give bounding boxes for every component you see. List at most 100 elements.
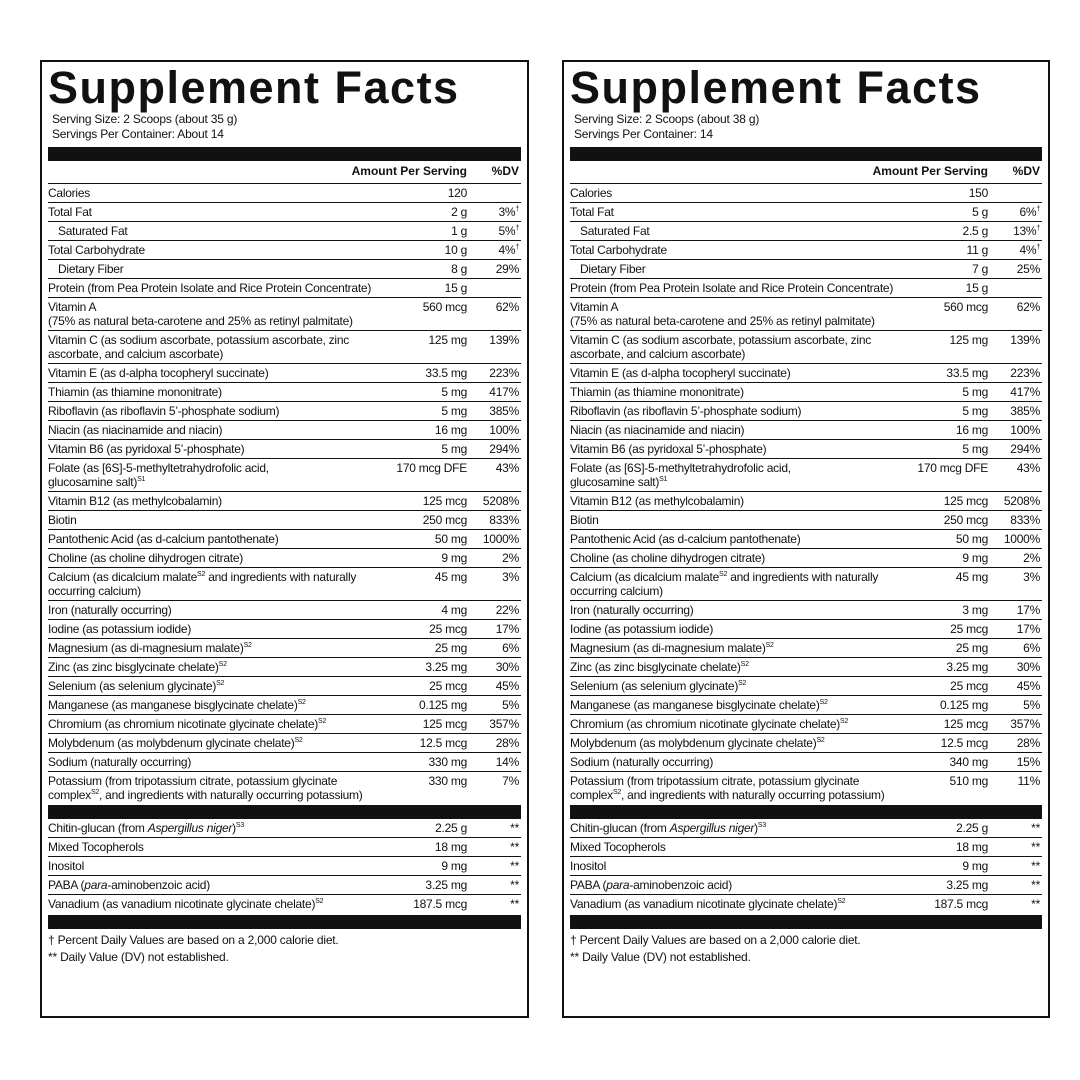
name-text: Biotin <box>48 513 77 527</box>
amount-text: 3.25 mg <box>946 878 988 892</box>
dv-text: 2% <box>502 551 519 565</box>
name-text: Calories <box>570 186 613 200</box>
nutrient-name: Chitin-glucan (from Aspergillus niger)S3 <box>570 821 900 835</box>
nutrient-row: Mixed Tocopherols 18 mg ** <box>570 838 1042 857</box>
name-text: Thiamin (as thiamine mononitrate) <box>48 385 222 399</box>
name-text: Chitin-glucan (from <box>570 821 670 835</box>
name-text: Sodium (naturally occurring) <box>570 755 714 769</box>
nutrient-name: Manganese (as manganese bisglycinate che… <box>48 698 379 712</box>
nutrient-name: Thiamin (as thiamine mononitrate) <box>48 385 379 399</box>
dv-text: 417% <box>489 385 519 399</box>
amount-text: 45 mg <box>955 570 988 584</box>
amount: 560 mcg <box>379 300 468 328</box>
nutrient-row: Dietary Fiber 7 g 25% <box>570 260 1042 279</box>
nutrient-name: Vitamin B12 (as methylcobalamin) <box>48 494 379 508</box>
amount: 9 mg <box>900 551 988 565</box>
nutrient-name: Iron (naturally occurring) <box>48 603 379 617</box>
nutrient-row: Total Fat 2 g 3%† <box>48 203 521 222</box>
amount-text: 5 mg <box>441 442 467 456</box>
dv-header: %DV <box>1012 164 1040 178</box>
name-text: Protein (from Pea Protein Isolate and Ri… <box>570 281 894 295</box>
dv-footnote-mark: † <box>1036 206 1040 213</box>
amount-text: 330 mg <box>428 755 467 769</box>
amount-text: 510 mg <box>949 774 988 788</box>
nutrient-name: Vitamin C (as sodium ascorbate, potassiu… <box>570 333 900 361</box>
amount-text: 5 mg <box>441 404 467 418</box>
nutrient-row: Inositol 9 mg ** <box>570 857 1042 876</box>
amount-text: 16 mg <box>955 423 988 437</box>
amount: 2.5 g <box>900 224 989 238</box>
dv-text: 62% <box>495 300 520 314</box>
daily-value: 5208% <box>467 494 521 508</box>
dv-text: 223% <box>1010 366 1040 380</box>
amount: 330 mg <box>379 755 467 769</box>
dv-footnote-mark: † <box>515 206 519 213</box>
nutrient-row: Calories 150 <box>570 184 1042 203</box>
dv-text: 17% <box>1016 603 1041 617</box>
name-text: Molybdenum (as molybdenum glycinate chel… <box>570 736 817 750</box>
name-text: Manganese (as manganese bisglycinate che… <box>48 698 298 712</box>
panel: Supplement Facts Serving Size: 2 Scoops (… <box>40 60 529 1018</box>
amount: 125 mcg <box>900 494 989 508</box>
nutrient-name: PABA (para-aminobenzoic acid) <box>570 878 900 892</box>
dv-text: 5% <box>502 698 519 712</box>
dv-text: 3% <box>502 570 519 584</box>
daily-value: 17% <box>467 622 521 636</box>
name-text: -aminobenzoic acid) <box>629 878 732 892</box>
superscript: S2 <box>816 737 825 744</box>
name-text: Total Carbohydrate <box>48 243 145 257</box>
nutrient-row: Vitamin B6 (as pyridoxal 5’-phosphate) 5 … <box>570 440 1042 459</box>
name-text: Zinc (as zinc bisglycinate chelate) <box>570 660 741 674</box>
daily-value: 30% <box>467 660 521 674</box>
name-text: Sodium (naturally occurring) <box>48 755 192 769</box>
amount: 7 g <box>900 262 988 276</box>
nutrient-name: PABA (para-aminobenzoic acid) <box>48 878 379 892</box>
nutrient-row: Molybdenum (as molybdenum glycinate chel… <box>48 734 521 753</box>
amount: 5 g <box>900 205 988 219</box>
amount-text: 15 g <box>444 281 468 295</box>
dv-text: 3% <box>1023 570 1040 584</box>
name-text: Folate (as [6S]-5-methyltetrahydrofolic … <box>48 461 269 489</box>
nutrient-name: Biotin <box>48 513 379 527</box>
dv-text: 11% <box>1017 774 1041 788</box>
amount-text: 18 mg <box>434 840 467 854</box>
superscript: S1 <box>659 476 668 483</box>
nutrient-name: Inositol <box>48 859 379 873</box>
other-list: Chitin-glucan (from Aspergillus niger)S3… <box>570 819 1042 913</box>
nutrient-row: Molybdenum (as molybdenum glycinate chel… <box>570 734 1042 753</box>
amount: 25 mg <box>900 641 988 655</box>
nutrient-name: Sodium (naturally occurring) <box>570 755 900 769</box>
dv-text: 45% <box>495 679 520 693</box>
nutrient-row: Sodium (naturally occurring) 340 mg 15% <box>570 753 1042 772</box>
nutrient-name: Iodine (as potassium iodide) <box>48 622 379 636</box>
nutrient-name: Riboflavin (as riboflavin 5’-phosphate s… <box>48 404 379 418</box>
nutrient-name: Choline (as choline dihydrogen citrate) <box>48 551 379 565</box>
nutrient-name: Calories <box>48 186 379 200</box>
daily-value: 13%† <box>988 224 1042 238</box>
name-text: Zinc (as zinc bisglycinate chelate) <box>48 660 219 674</box>
name-text: Mixed Tocopherols <box>48 840 144 854</box>
superscript: S2 <box>612 789 621 796</box>
superscript: S2 <box>297 699 306 706</box>
dv-text: 13% <box>1013 224 1037 238</box>
nutrient-name: Total Fat <box>48 205 379 219</box>
nutrient-name: Protein (from Pea Protein Isolate and Ri… <box>48 281 379 295</box>
name-text: Selenium (as selenium glycinate) <box>570 679 739 693</box>
dv-footnote-mark: † <box>515 225 519 232</box>
superscript: S1 <box>137 476 146 483</box>
nutrient-name: Zinc (as zinc bisglycinate chelate)S2 <box>48 660 379 674</box>
name-text: Calcium (as dicalcium malate <box>570 570 720 584</box>
daily-value: 62% <box>988 300 1042 328</box>
amount: 330 mg <box>379 774 467 802</box>
nutrient-row: Iodine (as potassium iodide) 25 mcg 17% <box>570 620 1042 639</box>
amount-text: 5 mg <box>962 442 988 456</box>
panel-title: Supplement Facts <box>48 62 460 113</box>
footnote: † Percent Daily Values are based on a 2,… <box>48 933 339 947</box>
nutrient-name: Vitamin A (75% as natural beta-carotene … <box>570 300 900 328</box>
amount-header: Amount Per Serving <box>351 164 467 178</box>
nutrient-row: Choline (as choline dihydrogen citrate) 9… <box>570 549 1042 568</box>
nutrient-row: Calories 120 <box>48 184 521 203</box>
daily-value: 28% <box>988 736 1042 750</box>
nutrient-row: Mixed Tocopherols 18 mg ** <box>48 838 521 857</box>
